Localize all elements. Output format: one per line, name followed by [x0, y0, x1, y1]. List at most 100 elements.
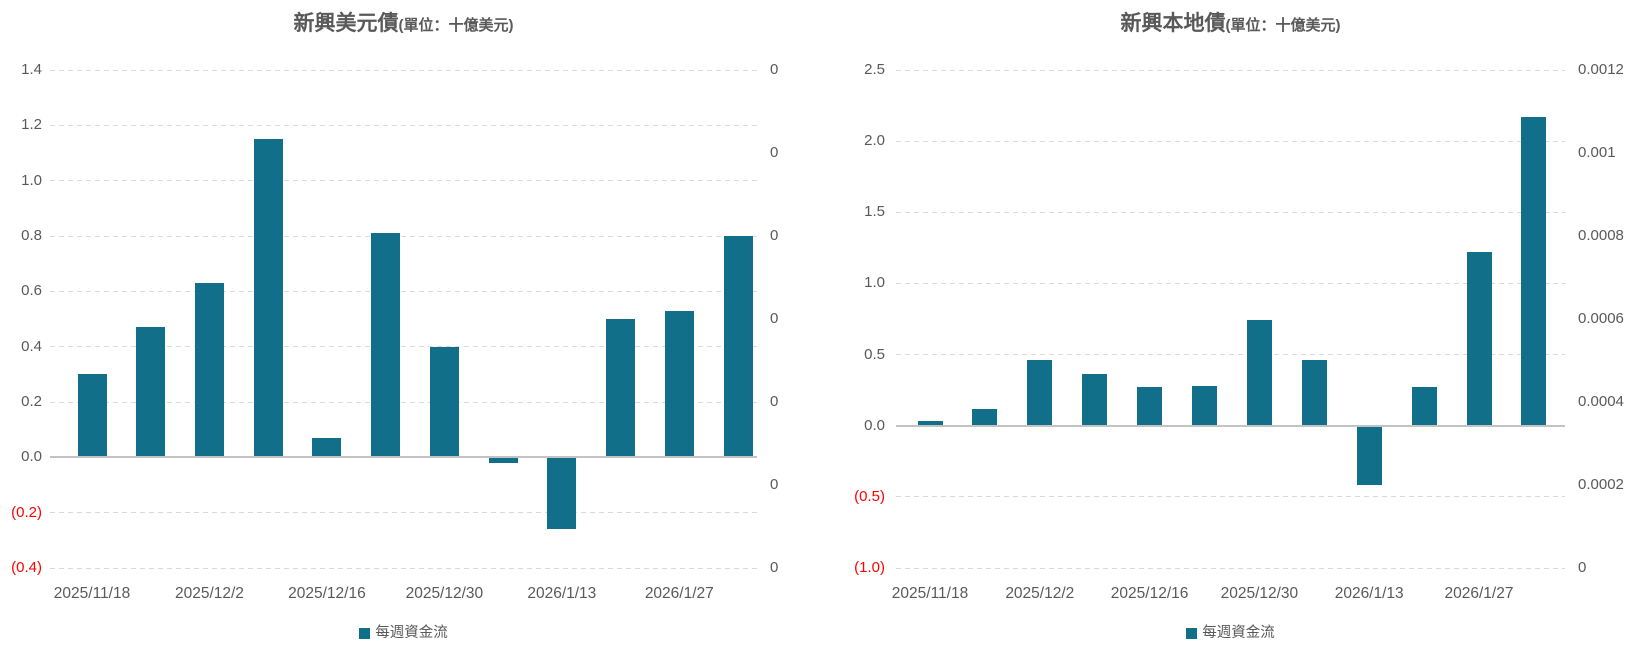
chart-title-text: 新興美元債 [293, 12, 399, 35]
y-left-tick-label: 1.0 [21, 171, 42, 189]
chart-title: 新興美元債(單位：十億美元) [50, 8, 757, 41]
y-right-tick-label: 0.0004 [1578, 393, 1624, 410]
bar [606, 319, 636, 458]
y-left-tick-label: (0.5) [854, 487, 885, 505]
gridline [50, 290, 757, 292]
y-right-tick-label: 0 [770, 227, 779, 244]
gridline [896, 354, 1565, 356]
bar [972, 408, 998, 426]
gridline [50, 124, 757, 126]
bar [1082, 374, 1108, 426]
bar [1027, 360, 1053, 426]
gridline [50, 235, 757, 237]
y-left-tick-label: (1.0) [854, 559, 885, 576]
legend-swatch-icon [359, 627, 371, 639]
gridline [50, 401, 757, 403]
bar [1521, 116, 1547, 426]
gridline [896, 211, 1565, 213]
gridline [896, 140, 1565, 142]
y-left-tick-label: 0.8 [21, 227, 42, 244]
bar [312, 437, 342, 458]
bar [429, 346, 459, 458]
bar [547, 457, 577, 530]
x-tick-label: 2025/12/30 [1220, 585, 1299, 602]
y-left-tick-label: 0.5 [864, 345, 885, 363]
y-left-tick-label: 0.2 [21, 393, 42, 410]
x-tick-label: 2025/11/18 [53, 585, 131, 602]
x-tick-label: 2026/1/27 [644, 585, 714, 602]
x-tick-label: 2025/12/30 [405, 585, 484, 602]
y-right-tick-label: 0 [770, 144, 779, 161]
legend: 每週資金流 [896, 624, 1565, 642]
x-tick-label: 2026/1/13 [1334, 585, 1404, 602]
bar [136, 327, 166, 458]
chart-title-unit: (單位：十億美元) [398, 17, 514, 34]
x-tick-label: 2025/12/2 [174, 585, 244, 602]
y-right-tick-label: 0 [770, 61, 779, 78]
y-left-tick-label: 0.0 [864, 416, 885, 434]
y-right-tick-label: 0.0008 [1578, 227, 1624, 244]
y-left-tick-label: 1.2 [21, 116, 42, 134]
y-right-tick-label: 0.001 [1578, 144, 1616, 161]
y-left-tick-label: 0.4 [21, 337, 42, 355]
y-left-tick-label: 2.5 [864, 61, 885, 78]
bar [371, 233, 401, 458]
legend-swatch-icon [1186, 627, 1198, 639]
y-right-tick-label: 0.0006 [1578, 310, 1624, 327]
chart-title-unit: (單位：十億美元) [1225, 17, 1341, 34]
gridline [896, 496, 1565, 498]
y-left-tick-label: 2.0 [864, 132, 885, 150]
chart-em-usd-bond: 新興美元債(單位：十億美元) 1.4 1.2 1.0 0.8 0.6 0.4 0.2 0.0 (… [11, 8, 779, 642]
chart-em-local-bond: 新興本地債(單位：十億美元) 2.5 2.0 1.5 1.0 0.5 0.0 (0.5) (1… [824, 0, 1648, 650]
bar [194, 283, 224, 458]
y-left-tick-label: (0.4) [11, 559, 42, 576]
y-right-tick-label: 0.0012 [1578, 61, 1624, 78]
x-axis-line [896, 424, 1565, 427]
bar [1301, 360, 1327, 426]
gridline [50, 69, 757, 71]
y-left-tick-label: 1.0 [864, 274, 885, 292]
x-axis-line [50, 456, 757, 459]
y-right-tick-label: 0 [1578, 559, 1587, 576]
y-left-tick-label: 1.5 [864, 203, 885, 221]
gridline [50, 512, 757, 514]
gridline [50, 346, 757, 348]
gridline [896, 69, 1565, 71]
bar [1411, 387, 1437, 426]
x-tick-label: 2025/12/16 [288, 585, 366, 602]
legend-label: 每週資金流 [375, 625, 448, 641]
y-left-tick-label: 1.4 [21, 61, 42, 78]
bar [77, 374, 107, 458]
y-right-tick-label: 0 [770, 476, 779, 493]
gridline [896, 282, 1565, 284]
chart-title: 新興本地債(單位：十億美元) [896, 8, 1565, 41]
gridline [896, 567, 1565, 569]
chart-title-text: 新興本地債 [1120, 12, 1226, 35]
bar [723, 236, 753, 458]
bar [917, 421, 943, 426]
y-left-tick-label: 0.0 [21, 448, 42, 466]
x-tick-label: 2026/1/13 [527, 585, 597, 602]
gridline [50, 180, 757, 182]
y-right-tick-label: 0 [770, 559, 779, 576]
bar [253, 139, 283, 458]
legend-label: 每週資金流 [1202, 625, 1275, 641]
x-tick-label: 2025/12/2 [1005, 585, 1075, 602]
bar [1246, 320, 1272, 426]
x-tick-label: 2025/11/18 [891, 585, 969, 602]
gridline [50, 567, 757, 569]
y-left-tick-label: 0.6 [21, 282, 42, 300]
x-tick-label: 2025/12/16 [1110, 585, 1189, 602]
y-right-tick-label: 0 [770, 310, 779, 327]
bar [1137, 387, 1163, 426]
bar [1356, 425, 1382, 486]
x-tick-label: 2026/1/27 [1444, 585, 1514, 602]
bar [488, 457, 518, 463]
bar [1466, 252, 1492, 426]
bar [1192, 385, 1217, 426]
legend: 每週資金流 [50, 624, 757, 642]
y-right-tick-label: 0.0002 [1578, 476, 1624, 493]
bar [664, 310, 694, 458]
y-left-tick-label: (0.2) [11, 503, 42, 521]
